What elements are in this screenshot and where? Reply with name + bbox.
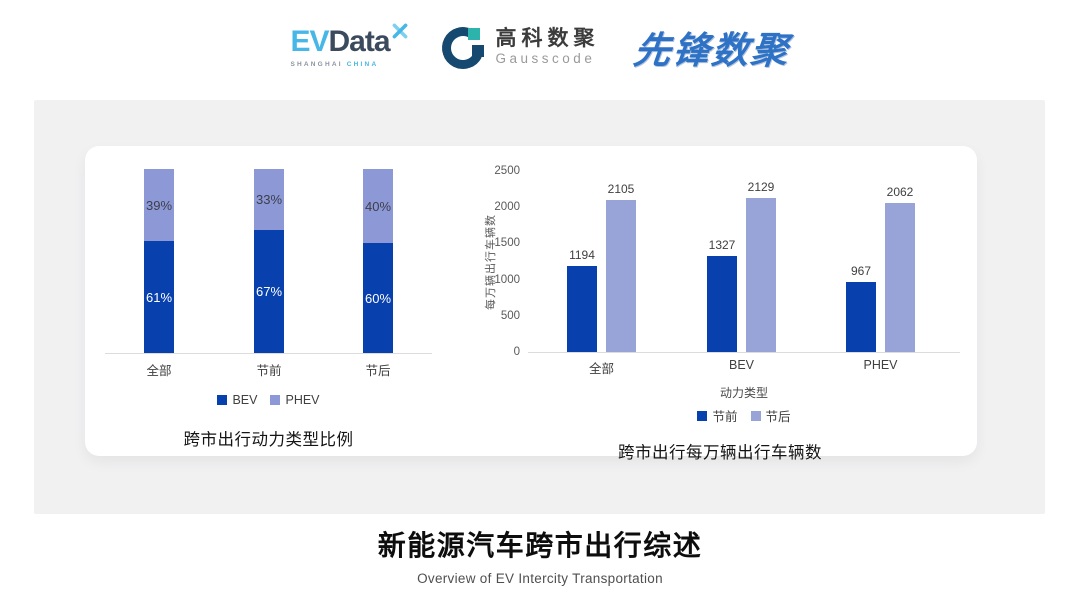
right-plot: 1194 2105 1327 2129 967 2062 <box>528 171 960 353</box>
pre-holiday-bar <box>846 282 876 352</box>
evdata-tagline-china: CHINA <box>346 60 379 68</box>
legend-marker-icon <box>750 410 761 421</box>
phev-segment: 39% <box>144 169 174 241</box>
y-tick-label: 500 <box>500 309 520 322</box>
y-tick-label: 1000 <box>494 273 520 286</box>
footer: 新能源汽车跨市出行综述 Overview of EV Intercity Tra… <box>0 524 1080 586</box>
category-label: 全部 <box>146 364 172 378</box>
bar-value-label: 2062 <box>886 185 914 199</box>
legend-item: 节前 <box>697 406 738 425</box>
category-label: 节后 <box>365 364 391 378</box>
left-legend: BEV PHEV <box>105 393 432 407</box>
evdata-logo: EV Data SHANGHAI CHINA <box>290 23 407 68</box>
gausscode-wordmark: 高科数聚 Gausscode <box>496 27 600 67</box>
bar-value-label: 1194 <box>569 248 595 262</box>
evdata-data-text: Data <box>328 24 391 58</box>
right-plot-row: 每万辆出行车辆数 0 500 1000 1500 2000 2500 1194 2105 13… <box>480 165 960 358</box>
right-y-ticks: 0 500 1000 1500 2000 2500 <box>480 165 520 358</box>
pre-holiday-bar <box>707 256 737 352</box>
legend-label: PHEV <box>285 393 320 407</box>
right-x-axis-title: 动力类型 <box>719 386 768 400</box>
legend-item: PHEV <box>270 393 320 407</box>
legend-label: BEV <box>232 393 258 407</box>
category-label: PHEV <box>863 358 898 372</box>
gausscode-logo: 高科数聚 Gausscode <box>436 21 600 75</box>
category-label: BEV <box>728 358 755 372</box>
legend-marker-icon <box>217 395 228 405</box>
evdata-spark-icon <box>392 23 407 38</box>
post-holiday-bar <box>746 198 776 352</box>
gausscode-navy-square <box>471 45 484 57</box>
left-categories: 全部 节前 节后 <box>105 360 432 380</box>
legend-item: BEV <box>217 393 257 407</box>
gausscode-g-icon <box>436 21 489 75</box>
bev-segment: 60% <box>363 243 393 353</box>
stacked-bar: 39% 61% <box>144 169 174 353</box>
logo-bar: EV Data SHANGHAI CHINA 高科数聚 Gausscode 先锋数… <box>0 20 1080 75</box>
bar-value-label: 1327 <box>708 238 736 252</box>
bar-value-label: 2129 <box>747 180 775 194</box>
phev-segment: 33% <box>254 169 284 230</box>
left-chart-title: 跨市出行动力类型比例 <box>183 431 354 449</box>
right-categories: 全部 BEV PHEV <box>528 358 960 376</box>
phev-segment: 40% <box>363 169 393 243</box>
report-panel: 39% 61% 33% 67% 40% 60% 全部 节前 节后 BEV PHEV 跨市出行动力… <box>34 100 1045 514</box>
evdata-tagline-shanghai: SHANGHAI <box>290 60 343 68</box>
left-plot: 39% 61% 33% 67% 40% 60% <box>105 169 432 354</box>
bar-value-label: 967 <box>850 264 872 278</box>
stacked-bar: 33% 67% <box>254 169 284 353</box>
evdata-tagline: SHANGHAI CHINA <box>290 61 378 68</box>
pre-holiday-bar <box>567 266 597 352</box>
post-holiday-bar <box>885 203 915 352</box>
legend-item: 节后 <box>750 406 791 425</box>
power-type-ratio-chart: 39% 61% 33% 67% 40% 60% 全部 节前 节后 BEV PHEV 跨市出行动力… <box>105 169 432 450</box>
y-tick-label: 1500 <box>494 237 520 250</box>
post-holiday-bar <box>606 200 636 352</box>
xianfeng-shuju-logo: 先锋数聚 <box>631 30 792 71</box>
legend-marker-icon <box>270 395 281 405</box>
right-chart-title: 跨市出行每万辆出行车辆数 <box>618 444 822 462</box>
bev-segment: 67% <box>254 230 284 353</box>
category-label: 全部 <box>588 362 615 376</box>
bev-segment: 61% <box>144 241 174 353</box>
y-tick-label: 2500 <box>494 165 520 177</box>
gausscode-en-text: Gausscode <box>495 51 596 67</box>
trips-per-10k-chart: 每万辆出行车辆数 0 500 1000 1500 2000 2500 1194 2105 13… <box>480 165 960 463</box>
y-tick-label: 2000 <box>494 201 520 214</box>
legend-label: 节后 <box>765 410 791 424</box>
gausscode-cn-text: 高科数聚 <box>495 27 600 51</box>
legend-label: 节前 <box>712 410 738 424</box>
page-subtitle: Overview of EV Intercity Transportation <box>417 571 663 586</box>
page-title: 新能源汽车跨市出行综述 <box>377 530 703 561</box>
y-tick-label: 0 <box>513 346 520 358</box>
gausscode-teal-square <box>467 28 480 40</box>
bar-value-label: 2105 <box>607 182 635 196</box>
right-legend: 节前 节后 <box>528 406 960 425</box>
category-label: 节前 <box>256 364 282 378</box>
charts-card: 39% 61% 33% 67% 40% 60% 全部 节前 节后 BEV PHEV 跨市出行动力… <box>85 146 977 462</box>
evdata-ev-text: EV <box>290 24 329 58</box>
stacked-bar: 40% 60% <box>363 169 393 353</box>
evdata-wordmark: EV Data <box>290 23 407 58</box>
legend-marker-icon <box>697 410 708 421</box>
